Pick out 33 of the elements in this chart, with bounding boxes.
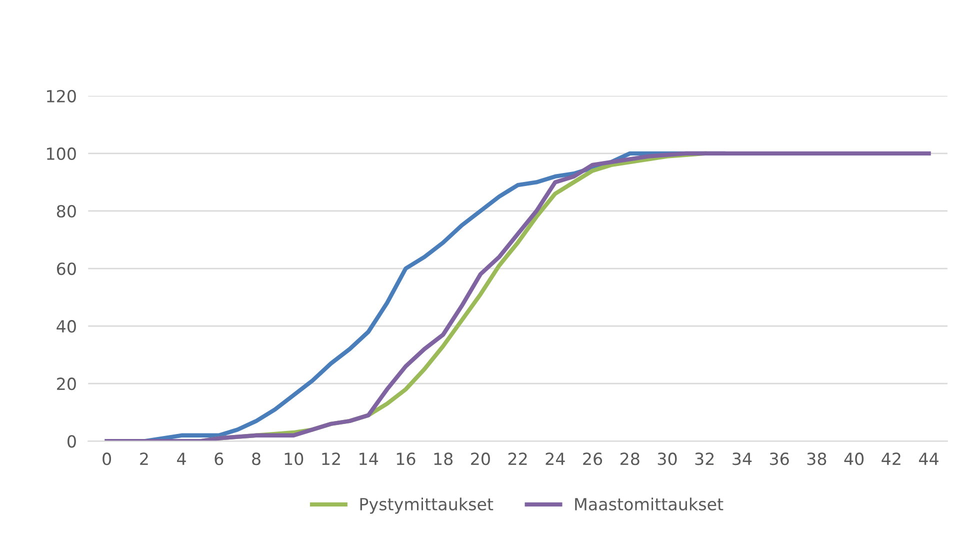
x-tick-label: 30	[658, 452, 677, 466]
x-tick-label: 44	[918, 452, 938, 465]
x-tick-label: 22	[508, 452, 527, 465]
x-tick-label: 18	[434, 452, 453, 466]
x-tick-label: 20	[471, 452, 490, 466]
legend-label: Maastomittaukset	[575, 498, 724, 510]
x-tick-label: 36	[770, 452, 789, 466]
x-tick-label: 38	[807, 452, 826, 466]
y-tick-label: 20	[57, 378, 76, 390]
x-tick-label: 4	[177, 452, 186, 465]
x-tick-label: 28	[620, 452, 640, 466]
x-tick-label: 26	[583, 452, 602, 466]
x-tick-label: 10	[284, 452, 304, 466]
x-tick-label: 32	[695, 452, 714, 466]
line-series	[104, 151, 931, 442]
legend-label: Pystymittaukset	[360, 498, 494, 514]
x-tick-label: 16	[396, 452, 416, 466]
y-tick-label: 80	[56, 204, 76, 218]
x-tick-label: 24	[546, 452, 565, 465]
x-tick-label: 2	[140, 452, 148, 465]
y-tick-label: 60	[56, 262, 76, 276]
x-tick-label: 40	[844, 452, 864, 466]
y-tick-label: 100	[47, 147, 76, 160]
x-tick-label: 12	[322, 452, 340, 465]
y-tick-label: 120	[47, 90, 76, 102]
y-tick-label: 0	[68, 435, 76, 448]
y-tick-label: 40	[56, 320, 76, 333]
x-tick-label: 14	[360, 452, 378, 465]
x-tick-label: 42	[882, 452, 900, 465]
x-tick-label: 0	[102, 452, 112, 466]
x-tick-label: 6	[214, 452, 224, 466]
x-tick-label: 34	[732, 452, 752, 466]
x-tick-label: 8	[252, 452, 260, 466]
